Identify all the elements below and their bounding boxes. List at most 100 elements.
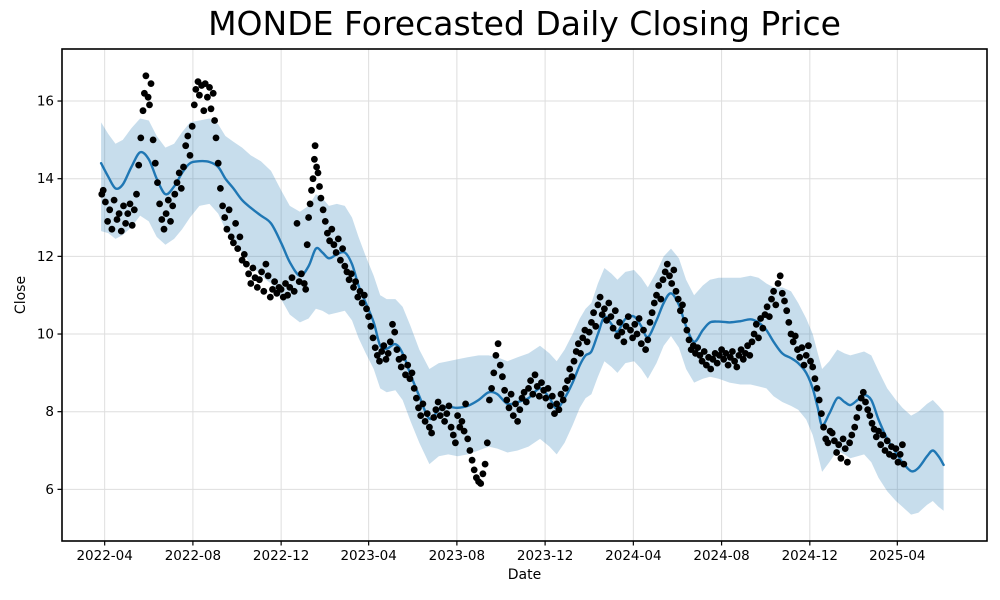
observed-point [596, 293, 604, 301]
observed-point [207, 105, 215, 113]
observed-point [477, 480, 485, 487]
observed-point [410, 385, 418, 392]
observed-point [262, 260, 270, 268]
observed-point [245, 270, 253, 278]
observed-point [464, 435, 472, 443]
plot-border [61, 48, 988, 542]
observed-point [864, 406, 872, 414]
observed-point [319, 206, 327, 214]
observed-point [796, 353, 804, 361]
observed-point [428, 429, 435, 437]
observed-point [668, 280, 676, 287]
observed-point [774, 280, 782, 287]
observed-point [653, 291, 660, 299]
observed-point [851, 423, 859, 431]
observed-point [564, 377, 571, 384]
x-tick-label: 2025-04 [869, 548, 925, 564]
observed-point [607, 313, 615, 320]
observed-point [164, 196, 172, 204]
observed-point [672, 287, 680, 295]
observed-point [776, 272, 784, 280]
observed-point [703, 361, 710, 369]
observed-point [553, 400, 561, 408]
observed-point [666, 272, 673, 280]
observed-point [559, 396, 567, 404]
observed-point [154, 179, 161, 187]
observed-point [277, 286, 285, 293]
observed-point [443, 410, 451, 417]
observed-point [744, 342, 751, 350]
observed-point [525, 385, 532, 392]
observed-point [211, 117, 219, 124]
observed-point [122, 220, 129, 227]
observed-point [557, 390, 565, 398]
observed-point [452, 439, 459, 447]
observed-point [404, 361, 412, 369]
observed-point [726, 353, 734, 361]
observed-point [104, 218, 111, 225]
observed-point [748, 338, 756, 346]
observed-point [295, 278, 303, 285]
observed-point [117, 227, 125, 235]
observed-point [900, 460, 908, 468]
observed-point [321, 218, 329, 225]
observed-point [200, 107, 208, 115]
observed-point [468, 456, 476, 464]
observed-point [449, 431, 457, 439]
observed-point [770, 287, 777, 295]
observed-point [809, 363, 817, 371]
observed-point [562, 385, 569, 392]
x-tick-label: 2024-04 [605, 548, 661, 564]
observed-point [302, 286, 310, 293]
observed-point [397, 363, 405, 371]
observed-point [306, 200, 314, 208]
observed-point [635, 315, 643, 322]
observed-point [309, 175, 317, 183]
observed-point [180, 163, 187, 171]
observed-point [260, 287, 268, 295]
observed-point [496, 361, 504, 369]
observed-point [171, 190, 179, 198]
observed-point [253, 284, 261, 291]
observed-point [522, 398, 530, 406]
observed-point [490, 369, 498, 377]
observed-point [188, 122, 196, 130]
observed-point [848, 431, 856, 439]
observed-point [360, 291, 368, 299]
observed-point [659, 276, 667, 284]
observed-point [234, 245, 242, 253]
observed-point [99, 186, 107, 194]
observed-point [184, 132, 192, 140]
observed-point [835, 441, 843, 449]
observed-point [802, 352, 810, 359]
observed-point [269, 286, 276, 293]
observed-point [158, 216, 166, 223]
observed-point [144, 93, 152, 101]
observed-point [209, 89, 217, 97]
observed-point [548, 392, 556, 400]
observed-point [219, 202, 227, 210]
observed-point [590, 309, 597, 317]
observed-point [629, 334, 636, 342]
observed-point [694, 344, 702, 351]
observed-point [115, 210, 123, 218]
observed-point [354, 293, 362, 301]
observed-point [661, 268, 669, 276]
observed-point [317, 194, 325, 202]
observed-point [824, 439, 832, 447]
observed-point [783, 307, 791, 315]
observed-point [839, 435, 847, 443]
observed-point [598, 311, 606, 318]
observed-point [614, 332, 621, 340]
observed-point [729, 348, 736, 355]
observed-point [674, 295, 682, 303]
observed-point [217, 185, 224, 192]
observed-point [752, 320, 760, 328]
x-axis-label: Date [507, 567, 542, 583]
observed-point [566, 365, 574, 373]
observed-point [579, 334, 587, 342]
observed-point [735, 352, 743, 359]
observed-point [456, 423, 464, 431]
observed-point [883, 437, 891, 445]
observed-point [284, 291, 291, 299]
